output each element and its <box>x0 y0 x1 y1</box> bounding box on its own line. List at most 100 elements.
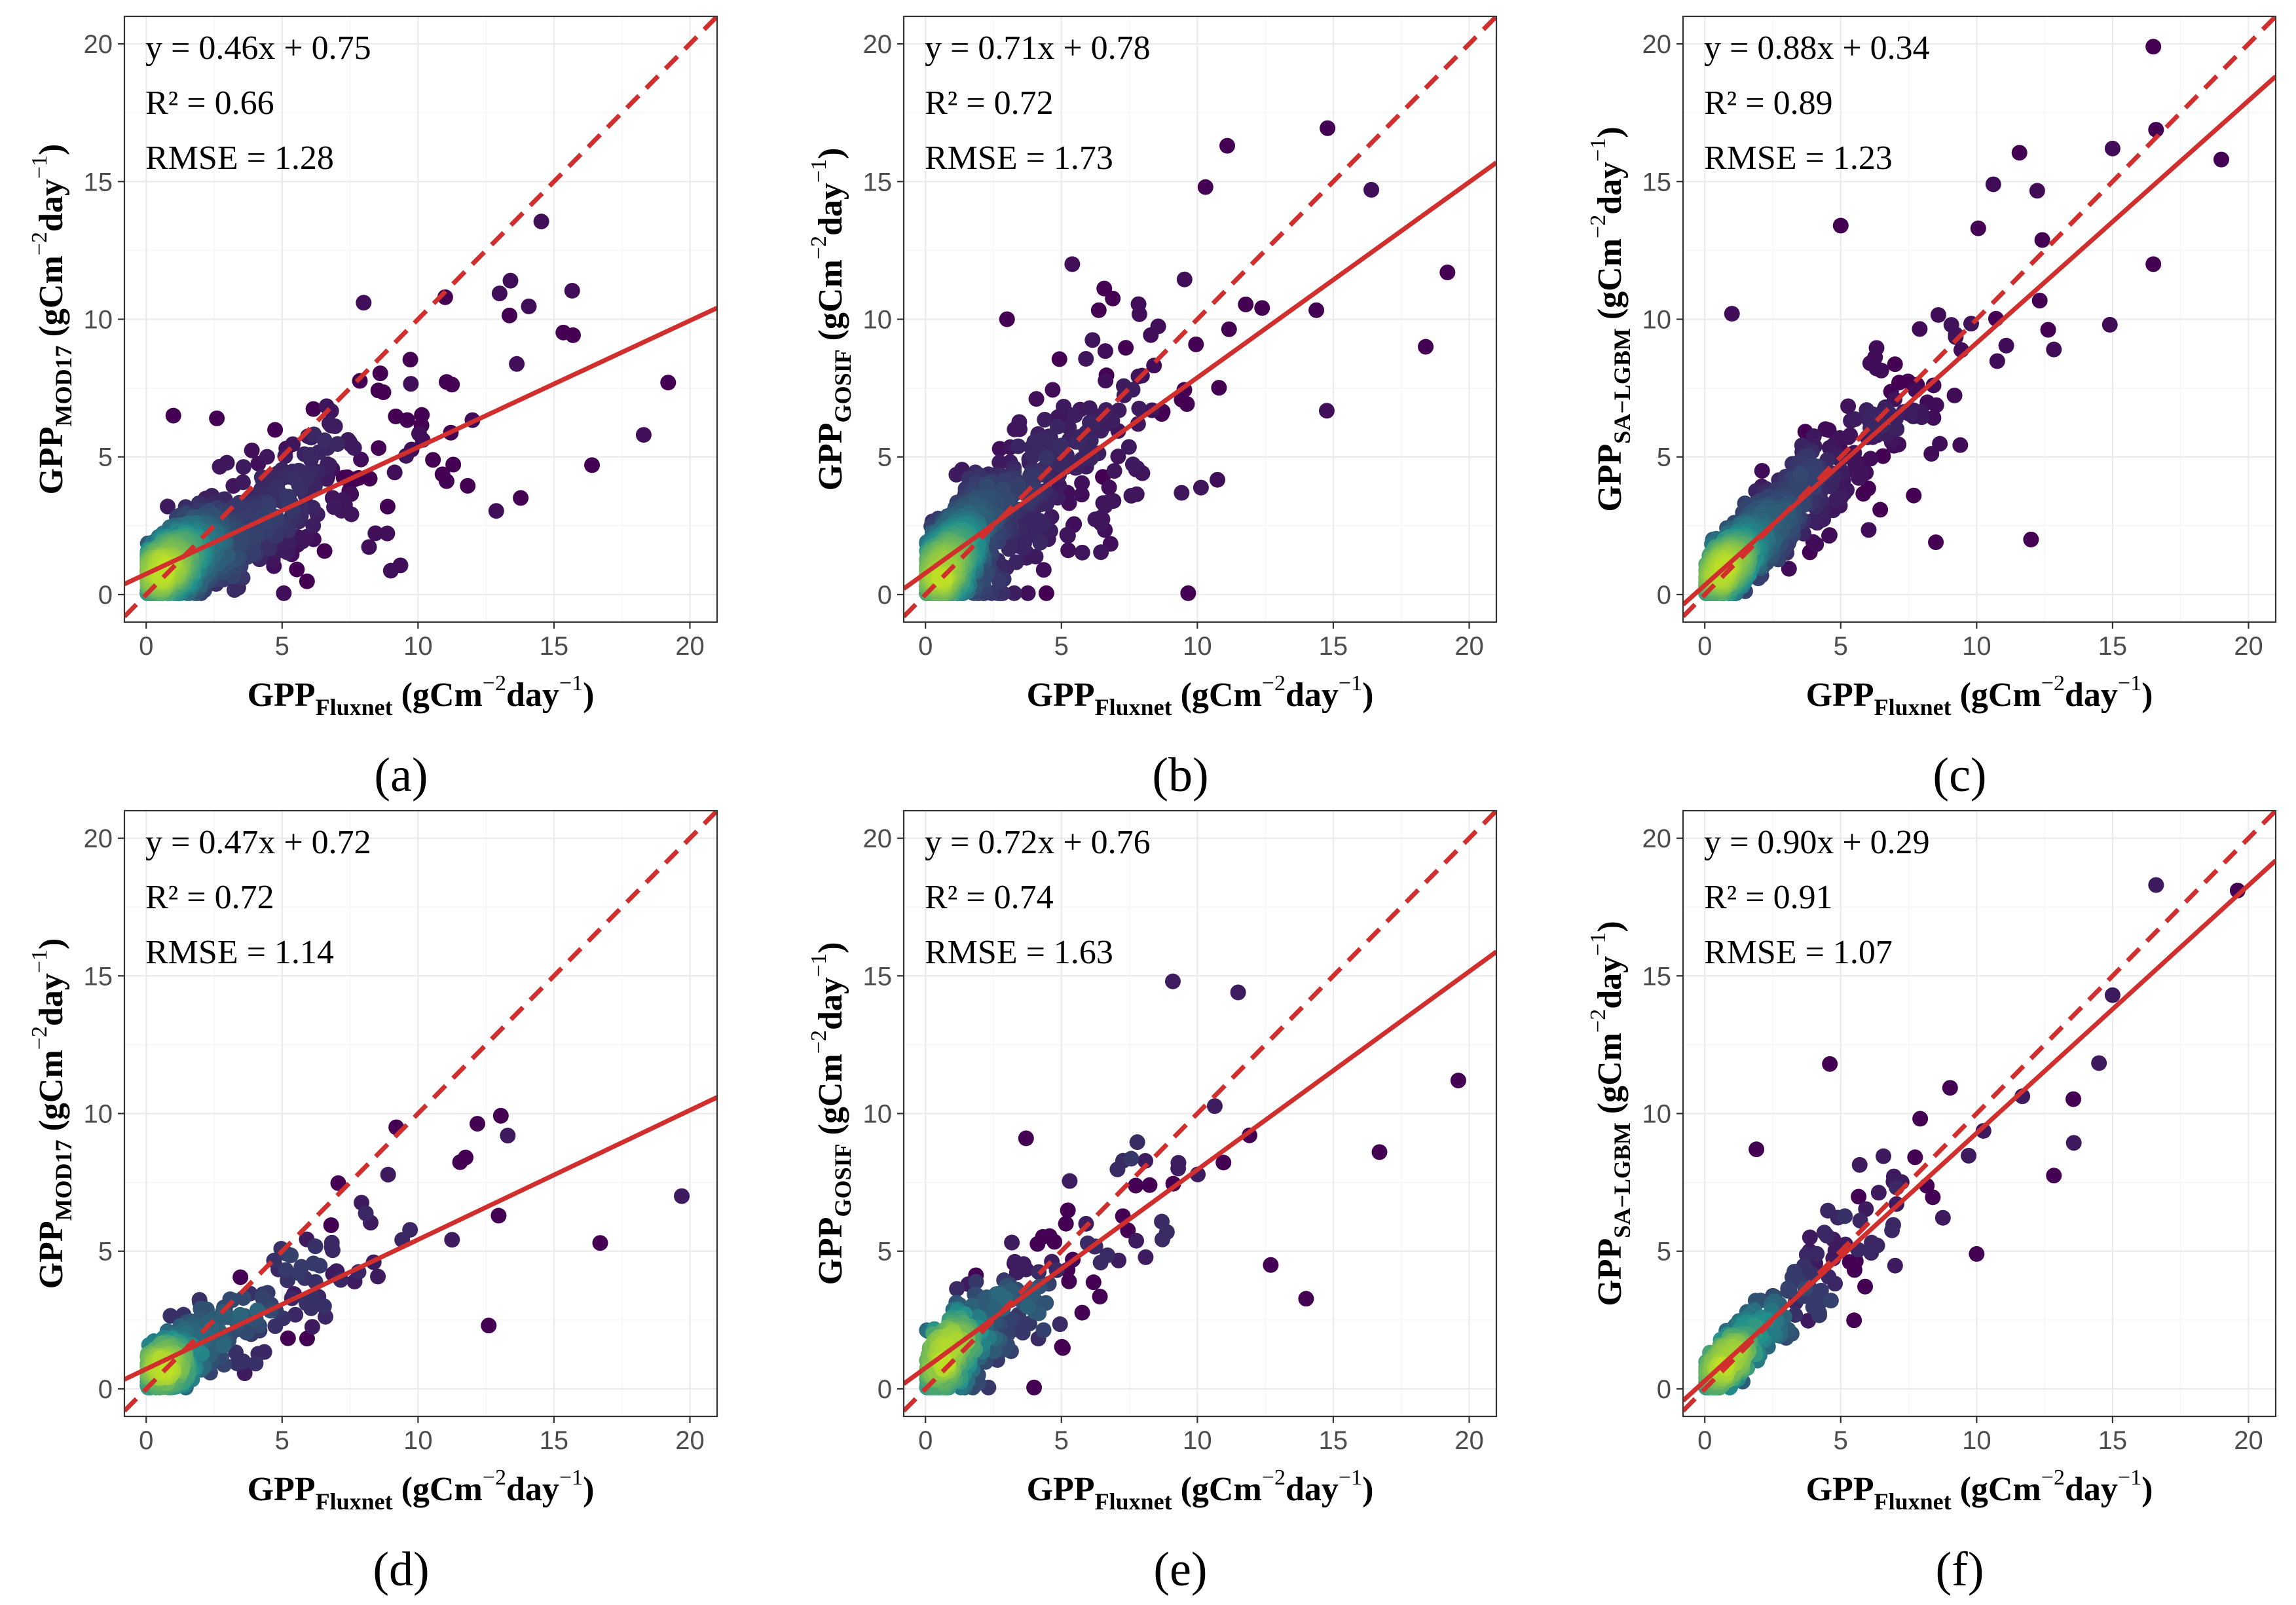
data-point <box>372 365 388 382</box>
data-point <box>1875 448 1891 464</box>
x-axis-title-exp1: −2 <box>2041 671 2065 695</box>
data-point <box>324 1234 340 1251</box>
data-point <box>1092 1255 1109 1271</box>
data-point <box>533 213 549 230</box>
data-point <box>1188 336 1204 352</box>
data-point <box>949 1281 965 1297</box>
y-axis-title-exp2: −1 <box>28 155 52 179</box>
data-point <box>1985 176 2001 193</box>
x-axis-title-base: GPP <box>1027 676 1095 714</box>
y-tick-label: 5 <box>98 1238 113 1266</box>
stat-equation: y = 0.46x + 0.75 <box>145 29 371 67</box>
data-point <box>1418 339 1434 355</box>
scatter-points <box>919 120 1456 601</box>
data-point <box>1101 479 1117 496</box>
y-axis-title-exp2: −1 <box>28 950 52 973</box>
data-point <box>1038 585 1054 601</box>
data-point <box>1371 1144 1388 1160</box>
data-point <box>1084 332 1101 348</box>
y-axis-title-unit_c: ) <box>33 144 70 155</box>
data-point <box>371 440 387 456</box>
data-point <box>1035 515 1052 532</box>
data-point <box>160 498 176 515</box>
data-point <box>303 447 319 463</box>
data-point <box>444 377 460 393</box>
data-point <box>1056 398 1072 415</box>
data-point <box>165 407 181 424</box>
x-axis-title: GPPFluxnet (gCm−2day−1) <box>1027 671 1374 720</box>
stat-equation: y = 0.88x + 0.34 <box>1704 29 1930 67</box>
y-tick-label: 20 <box>84 824 113 853</box>
data-point <box>1154 1231 1170 1247</box>
x-tick-label: 0 <box>1697 632 1712 661</box>
scatter-points <box>139 1107 690 1395</box>
y-axis-title: GPPMOD17 (gCm−2day−1) <box>28 938 77 1289</box>
data-point <box>502 272 519 289</box>
stat-rmse: RMSE = 1.14 <box>145 934 334 971</box>
y-tick-label: 10 <box>863 306 893 335</box>
y-axis-title: GPPMOD17 (gCm−2day−1) <box>28 144 77 495</box>
data-point <box>1093 515 1109 532</box>
data-point <box>1093 544 1109 561</box>
data-point <box>1051 351 1067 367</box>
data-point <box>674 1188 690 1204</box>
stat-r2: R² = 0.72 <box>925 84 1054 122</box>
data-point <box>1363 181 1380 198</box>
data-point <box>491 1208 507 1224</box>
data-point <box>1439 265 1456 281</box>
data-point <box>1092 1288 1108 1304</box>
data-point <box>1054 1338 1070 1355</box>
data-point <box>500 1128 516 1144</box>
data-point <box>226 582 242 599</box>
data-point <box>1131 400 1147 416</box>
data-point <box>1320 120 1336 136</box>
data-point <box>361 539 377 555</box>
data-point <box>1928 534 1944 551</box>
data-point <box>1925 410 1942 426</box>
y-axis-title-unit_a: (gCm <box>33 255 70 345</box>
data-point <box>1023 471 1039 487</box>
data-point <box>1131 306 1147 322</box>
data-point <box>481 1318 497 1334</box>
data-point <box>2213 151 2229 168</box>
data-point <box>1035 562 1052 578</box>
y-tick-label: 20 <box>1642 30 1672 59</box>
data-point <box>2023 531 2039 547</box>
data-point <box>2040 322 2056 338</box>
stat-equation: y = 0.47x + 0.72 <box>145 824 371 861</box>
data-point <box>1097 343 1113 360</box>
data-point <box>1008 554 1024 570</box>
data-point <box>991 573 1007 589</box>
y-axis-title: GPPGOSIF (gCm−2day−1) <box>807 148 856 491</box>
data-point <box>1238 296 1254 312</box>
data-point <box>323 1217 339 1233</box>
x-axis-title-unit_c: ) <box>1362 676 1373 714</box>
data-point <box>1050 418 1066 435</box>
x-tick-label: 10 <box>403 1426 433 1455</box>
data-point <box>555 324 572 341</box>
data-point <box>1193 479 1209 496</box>
data-point <box>1054 456 1070 472</box>
data-point <box>219 454 235 471</box>
data-point <box>1868 340 1885 356</box>
data-point <box>215 1337 232 1354</box>
data-point <box>1143 327 1159 343</box>
x-axis-title-unit_c: ) <box>583 676 594 714</box>
data-point <box>1124 382 1141 398</box>
data-point <box>411 426 427 442</box>
data-point <box>1138 1249 1154 1265</box>
data-point <box>1064 256 1081 272</box>
data-point <box>1952 437 1969 453</box>
data-point <box>1011 414 1028 430</box>
data-point <box>209 410 225 426</box>
data-point <box>1901 406 1917 422</box>
x-tick-label: 5 <box>275 632 289 661</box>
x-axis-title: GPPFluxnet (gCm−2day−1) <box>1806 671 2153 720</box>
data-point <box>1450 1073 1466 1089</box>
stat-r2: R² = 0.66 <box>145 84 274 122</box>
data-point <box>1832 489 1849 506</box>
data-point <box>356 295 372 311</box>
